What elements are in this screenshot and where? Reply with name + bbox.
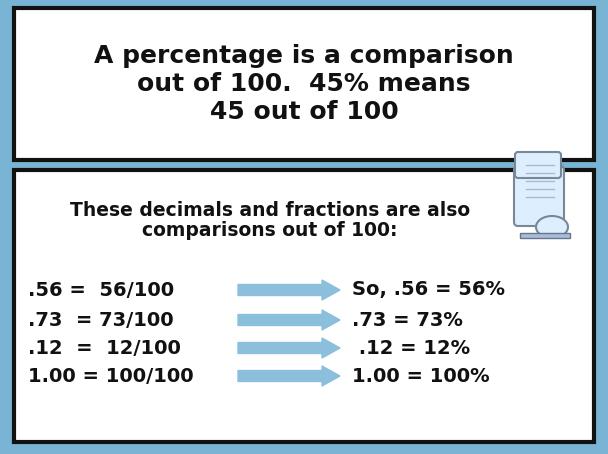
FancyBboxPatch shape <box>14 170 594 442</box>
FancyArrow shape <box>238 338 340 358</box>
Text: .12 = 12%: .12 = 12% <box>352 339 470 357</box>
Text: 45 out of 100: 45 out of 100 <box>210 100 398 124</box>
FancyBboxPatch shape <box>515 152 561 178</box>
Text: 1.00 = 100%: 1.00 = 100% <box>352 366 489 385</box>
FancyBboxPatch shape <box>14 8 594 160</box>
Text: A percentage is a comparison: A percentage is a comparison <box>94 44 514 68</box>
Text: 1.00 = 100/100: 1.00 = 100/100 <box>28 366 193 385</box>
FancyBboxPatch shape <box>514 166 564 226</box>
Text: These decimals and fractions are also: These decimals and fractions are also <box>70 201 470 219</box>
Text: out of 100.  45% means: out of 100. 45% means <box>137 72 471 96</box>
Text: .73  = 73/100: .73 = 73/100 <box>28 311 174 330</box>
FancyBboxPatch shape <box>520 233 570 238</box>
FancyArrow shape <box>238 366 340 386</box>
FancyArrow shape <box>238 310 340 330</box>
Text: So, .56 = 56%: So, .56 = 56% <box>352 281 505 300</box>
Ellipse shape <box>536 216 568 238</box>
Text: .12  =  12/100: .12 = 12/100 <box>28 339 181 357</box>
Text: comparisons out of 100:: comparisons out of 100: <box>142 221 398 240</box>
FancyArrow shape <box>238 280 340 300</box>
Text: .56 =  56/100: .56 = 56/100 <box>28 281 174 300</box>
Text: .73 = 73%: .73 = 73% <box>352 311 463 330</box>
